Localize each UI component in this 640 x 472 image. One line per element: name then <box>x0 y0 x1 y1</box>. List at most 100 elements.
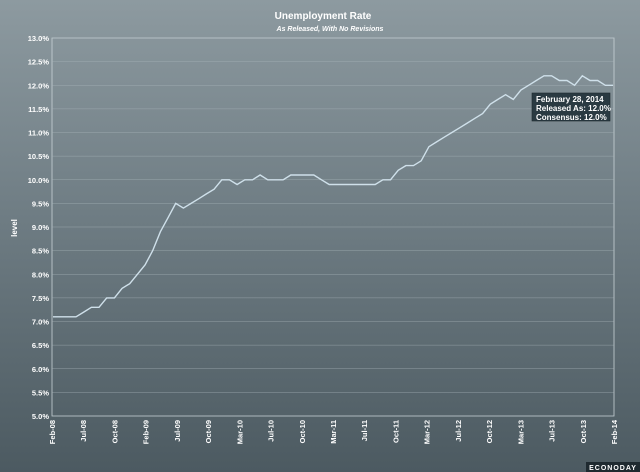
econoday-logo: ECONODAY <box>586 462 640 472</box>
series-line[interactable] <box>53 74 613 318</box>
data-point[interactable] <box>397 169 400 172</box>
data-point[interactable] <box>358 183 361 186</box>
data-point[interactable] <box>481 112 484 115</box>
data-point[interactable] <box>443 136 446 139</box>
data-point[interactable] <box>174 202 177 205</box>
data-point[interactable] <box>496 98 499 101</box>
x-tick-label: Oct-12 <box>485 420 494 443</box>
data-point[interactable] <box>420 159 423 162</box>
data-point[interactable] <box>166 216 169 219</box>
data-point[interactable] <box>450 131 453 134</box>
data-point[interactable] <box>113 296 116 299</box>
data-point[interactable] <box>466 121 469 124</box>
data-point[interactable] <box>305 173 308 176</box>
data-point[interactable] <box>427 145 430 148</box>
data-point[interactable] <box>74 315 77 318</box>
data-point[interactable] <box>542 74 545 77</box>
data-point[interactable] <box>473 117 476 120</box>
x-tick-label: Jul-09 <box>173 420 182 442</box>
data-point[interactable] <box>519 88 522 91</box>
tooltip-box <box>531 92 611 122</box>
data-point[interactable] <box>197 197 200 200</box>
data-point[interactable] <box>604 84 607 87</box>
logo-background <box>586 462 640 472</box>
x-tick-label: Oct-11 <box>391 420 400 443</box>
data-point[interactable] <box>220 178 223 181</box>
data-point[interactable] <box>558 79 561 82</box>
x-tick-label: Feb-08 <box>48 420 57 444</box>
data-point[interactable] <box>381 178 384 181</box>
data-point[interactable] <box>504 93 507 96</box>
data-point[interactable] <box>550 74 553 77</box>
data-point[interactable] <box>189 202 192 205</box>
x-tick-label: Oct-10 <box>298 420 307 443</box>
data-point[interactable] <box>320 178 323 181</box>
data-point[interactable] <box>82 310 85 313</box>
data-point[interactable] <box>120 287 123 290</box>
data-point[interactable] <box>97 306 100 309</box>
data-point[interactable] <box>205 192 208 195</box>
y-tick-label: 6.5% <box>32 341 49 350</box>
data-point[interactable] <box>143 263 146 266</box>
data-point[interactable] <box>151 249 154 252</box>
data-point[interactable] <box>458 126 461 129</box>
x-tick-label: Oct-13 <box>579 420 588 443</box>
data-point[interactable] <box>335 183 338 186</box>
data-point[interactable] <box>259 173 262 176</box>
data-point[interactable] <box>527 84 530 87</box>
chart-title: Unemployment Rate <box>275 11 372 22</box>
data-point[interactable] <box>435 140 438 143</box>
data-point[interactable] <box>105 296 108 299</box>
data-point[interactable] <box>274 178 277 181</box>
data-point[interactable] <box>366 183 369 186</box>
data-point[interactable] <box>374 183 377 186</box>
data-point[interactable] <box>404 164 407 167</box>
data-point[interactable] <box>312 173 315 176</box>
data-point[interactable] <box>412 164 415 167</box>
data-point[interactable] <box>266 178 269 181</box>
data-point[interactable] <box>512 98 515 101</box>
y-axis-label: level <box>10 219 19 237</box>
data-point[interactable] <box>136 273 139 276</box>
data-point[interactable] <box>565 79 568 82</box>
data-point[interactable] <box>535 79 538 82</box>
data-point[interactable] <box>489 103 492 106</box>
chart-subtitle: As Released, With No Revisions <box>276 26 384 33</box>
data-point[interactable] <box>67 315 70 318</box>
data-points <box>51 74 614 318</box>
y-tick-label: 10.0% <box>28 176 50 185</box>
data-point[interactable] <box>611 84 614 87</box>
y-axis-ticks: 5.0% 5.5% 6.0% 6.5% 7.0% 7.5% 8.0% 8.5% 9.0% 9.5%… <box>28 34 50 421</box>
data-point[interactable] <box>581 74 584 77</box>
data-point[interactable] <box>212 188 215 191</box>
data-point[interactable] <box>343 183 346 186</box>
x-tick-label: Feb-14 <box>610 419 619 444</box>
tooltip-released: Released As: 12.0% <box>536 104 611 113</box>
x-tick-label: Feb-09 <box>142 420 151 444</box>
data-point[interactable] <box>243 178 246 181</box>
tooltip-consensus: Consensus: 12.0% <box>536 113 607 122</box>
data-point[interactable] <box>159 230 162 233</box>
y-tick-label: 7.5% <box>32 294 49 303</box>
data-point[interactable] <box>328 183 331 186</box>
data-point[interactable] <box>282 178 285 181</box>
data-point[interactable] <box>289 173 292 176</box>
tooltip-date: February 28, 2014 <box>536 95 604 104</box>
data-point[interactable] <box>588 79 591 82</box>
data-point[interactable] <box>128 282 131 285</box>
data-point[interactable] <box>51 315 54 318</box>
data-point[interactable] <box>182 207 185 210</box>
data-point[interactable] <box>389 178 392 181</box>
y-tick-label: 12.5% <box>28 58 50 67</box>
data-point[interactable] <box>251 178 254 181</box>
data-point[interactable] <box>573 84 576 87</box>
data-point[interactable] <box>596 79 599 82</box>
data-point[interactable] <box>228 178 231 181</box>
x-tick-label: Jul-12 <box>454 420 463 442</box>
data-point[interactable] <box>236 183 239 186</box>
data-point[interactable] <box>351 183 354 186</box>
data-point[interactable] <box>59 315 62 318</box>
data-point[interactable] <box>297 173 300 176</box>
data-point[interactable] <box>90 306 93 309</box>
